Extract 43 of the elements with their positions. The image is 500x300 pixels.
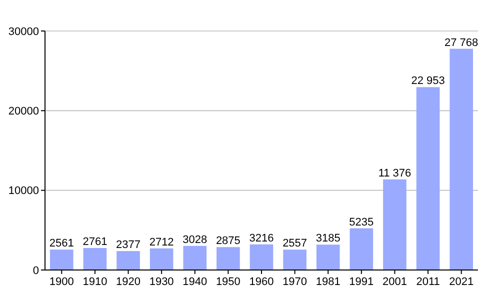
bar — [83, 248, 107, 270]
x-tick-label: 1910 — [82, 276, 108, 288]
data-label: 11 376 — [378, 167, 412, 180]
x-tick-label: 1960 — [249, 276, 274, 288]
data-label: 2561 — [49, 238, 74, 250]
x-tick-label: 2021 — [449, 276, 474, 288]
x-tick-label: 1991 — [349, 276, 374, 288]
y-tick-label: 0 — [32, 264, 39, 277]
bar — [450, 48, 474, 270]
data-label: 2712 — [149, 236, 174, 248]
x-tick-label: 1970 — [282, 276, 308, 288]
data-label: 3216 — [249, 232, 274, 244]
x-tick-label: 1940 — [182, 276, 208, 288]
y-tick-label: 30000 — [8, 26, 39, 38]
data-label: 27 768 — [444, 36, 478, 49]
data-label: 2875 — [216, 235, 240, 248]
data-label: 2761 — [82, 236, 108, 248]
data-label: 2557 — [282, 238, 308, 250]
bar — [50, 250, 74, 270]
data-label: 22 953 — [411, 75, 445, 88]
x-tick-label: 1920 — [116, 276, 141, 288]
bar — [416, 87, 440, 270]
x-tick-label: 1981 — [316, 276, 340, 288]
x-tick-label: 2011 — [416, 276, 440, 288]
bar — [216, 247, 240, 270]
x-tick-label: 1900 — [49, 276, 74, 288]
bar — [250, 244, 274, 270]
y-tick-label: 10000 — [8, 185, 39, 198]
bar — [283, 250, 306, 270]
x-tick-label: 1950 — [216, 276, 240, 288]
bar — [150, 248, 174, 270]
bar — [383, 179, 406, 270]
data-label: 3028 — [182, 234, 208, 246]
bar — [116, 251, 140, 270]
data-label: 3185 — [316, 232, 340, 245]
data-label: 2377 — [116, 239, 141, 252]
bar — [350, 228, 374, 270]
x-tick-label: 1930 — [149, 276, 174, 288]
data-label: 5235 — [349, 216, 374, 228]
bar — [183, 246, 207, 270]
bar — [316, 244, 340, 270]
x-tick-label: 2001 — [382, 276, 407, 288]
y-tick-label: 20000 — [8, 106, 39, 118]
